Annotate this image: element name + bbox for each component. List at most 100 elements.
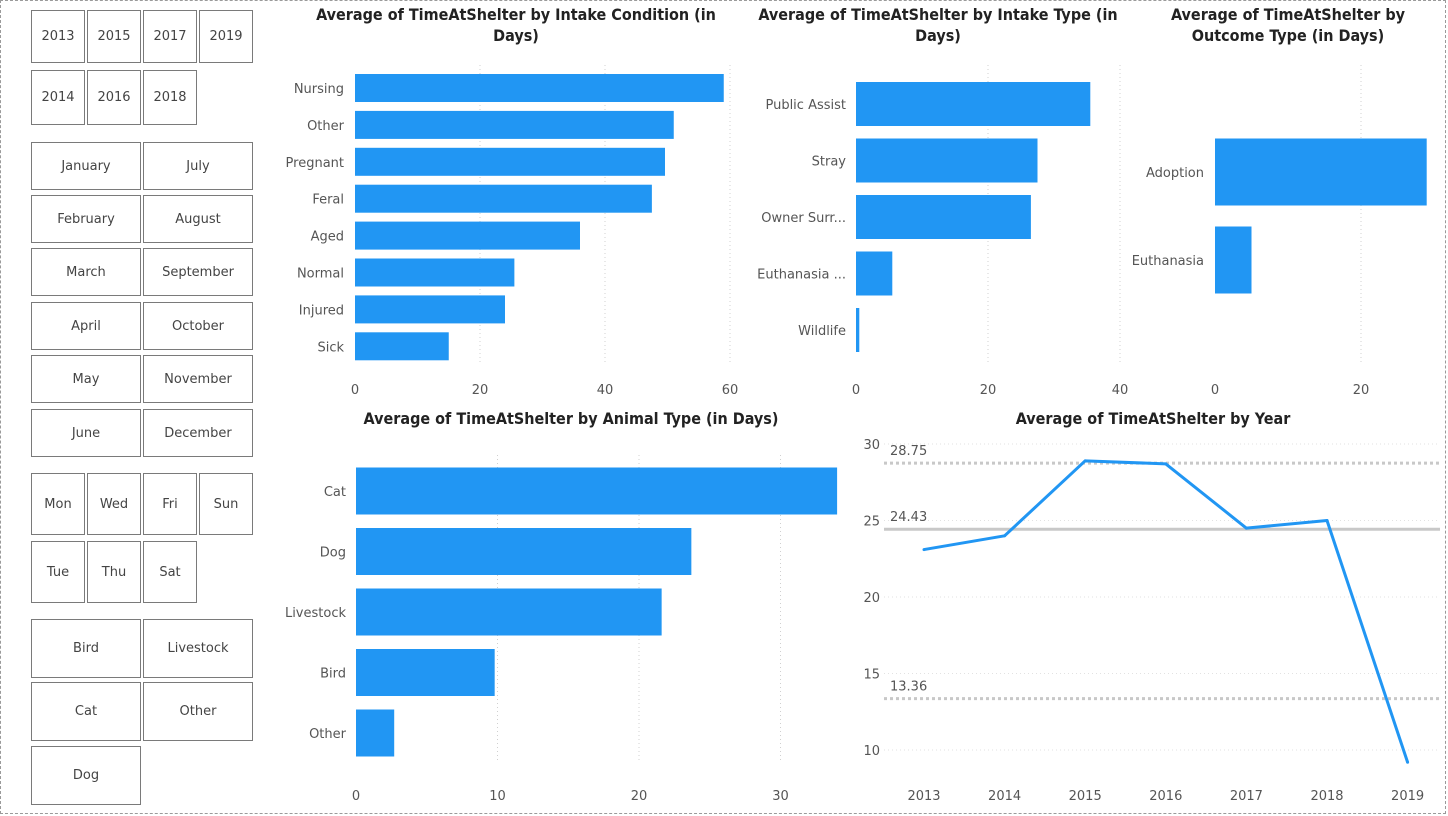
intake-condition-bar xyxy=(355,332,449,361)
intake-condition-category-label: Injured xyxy=(299,303,344,318)
intake-condition-category-label: Normal xyxy=(297,267,344,282)
outcome-type-x-tick-label: 20 xyxy=(1353,383,1370,398)
slicer-month-november[interactable]: November xyxy=(143,355,253,403)
intake-type-x-tick-label: 40 xyxy=(1112,383,1129,398)
slicer-animal-bird[interactable]: Bird xyxy=(31,619,141,678)
animal-type-category-label: Livestock xyxy=(285,606,347,621)
animal-type-category-label: Dog xyxy=(320,546,346,561)
by-year-x-tick-label: 2019 xyxy=(1391,789,1424,804)
slicer-day-tue[interactable]: Tue xyxy=(31,541,85,603)
slicer-day-fri[interactable]: Fri xyxy=(143,473,197,535)
animal-type-bar xyxy=(356,467,838,515)
intake-condition-category-label: Feral xyxy=(312,193,344,208)
intake-condition-category-label: Pregnant xyxy=(286,156,344,171)
intake-type-x-tick-label: 20 xyxy=(980,383,997,398)
by-year-series-line xyxy=(923,459,1410,763)
chart-title-intake-condition: Average of TimeAtShelter by Intake Condi… xyxy=(316,5,716,45)
intake-condition-x-tick-label: 20 xyxy=(472,383,489,398)
by-year-x-tick-label: 2014 xyxy=(988,789,1021,804)
slicer-day-wed[interactable]: Wed xyxy=(87,473,141,535)
intake-condition-bar xyxy=(355,295,505,324)
slicer-animal-other[interactable]: Other xyxy=(143,682,253,741)
slicer-year-2019[interactable]: 2019 xyxy=(199,10,253,63)
intake-condition-bar xyxy=(355,221,580,250)
by-year-reference-label: 28.75 xyxy=(890,444,927,459)
intake-type-bar xyxy=(856,195,1031,239)
by-year-point xyxy=(922,548,926,552)
animal-type-category-label: Bird xyxy=(320,667,346,682)
animal-type-category-label: Other xyxy=(309,727,347,742)
slicer-day-thu[interactable]: Thu xyxy=(87,541,141,603)
by-year-point xyxy=(1003,534,1007,538)
slicer-animal-livestock[interactable]: Livestock xyxy=(143,619,253,678)
slicer-month-april[interactable]: April xyxy=(31,302,141,350)
animal-type-x-tick-label: 20 xyxy=(631,789,648,804)
chart-title-by-year: Average of TimeAtShelter by Year xyxy=(1015,409,1291,428)
slicer-animal-cat[interactable]: Cat xyxy=(31,682,141,741)
animal-type-bar xyxy=(356,528,692,575)
slicer-year-2015[interactable]: 2015 xyxy=(87,10,141,63)
by-year-point xyxy=(1244,526,1248,530)
intake-type-bar xyxy=(856,138,1038,183)
intake-type-bar xyxy=(856,82,1091,126)
animal-type-x-tick-label: 10 xyxy=(489,789,506,804)
by-year-point xyxy=(1325,519,1329,522)
chart-title-intake-type: Average of TimeAtShelter by Intake Type … xyxy=(758,5,1118,45)
by-year-x-tick-label: 2017 xyxy=(1230,789,1263,804)
outcome-type-bar xyxy=(1215,226,1252,294)
by-year-y-tick-label: 20 xyxy=(863,591,880,606)
intake-type-bar xyxy=(856,308,860,352)
intake-condition-bar xyxy=(355,258,515,287)
slicer-month-august[interactable]: August xyxy=(143,195,253,243)
by-year-x-tick-label: 2018 xyxy=(1310,789,1343,804)
by-year-point xyxy=(1164,462,1168,466)
slicer-year-2016[interactable]: 2016 xyxy=(87,70,141,125)
chart-title-outcome-type: Average of TimeAtShelter by Outcome Type… xyxy=(1170,5,1406,45)
slicer-day-mon[interactable]: Mon xyxy=(31,473,85,535)
slicer-month-september[interactable]: September xyxy=(143,248,253,296)
outcome-type-category-label: Euthanasia xyxy=(1132,254,1204,269)
intake-condition-bar xyxy=(355,110,674,139)
chart-title-animal-type: Average of TimeAtShelter by Animal Type … xyxy=(363,409,779,428)
by-year-y-tick-label: 25 xyxy=(863,515,880,530)
intake-condition-bar xyxy=(355,184,652,213)
animal-type-bar xyxy=(356,709,395,757)
animal-type-bar xyxy=(356,588,662,636)
slicer-month-july[interactable]: July xyxy=(143,142,253,190)
intake-type-category-label: Stray xyxy=(812,155,847,170)
intake-type-x-tick-label: 0 xyxy=(852,383,860,398)
animal-type-category-label: Cat xyxy=(324,485,346,500)
intake-condition-bar xyxy=(355,74,724,102)
slicer-year-2018[interactable]: 2018 xyxy=(143,70,197,125)
intake-type-bar xyxy=(856,251,893,296)
slicer-year-2017[interactable]: 2017 xyxy=(143,10,197,63)
slicer-month-february[interactable]: February xyxy=(31,195,141,243)
slicer-year-2013[interactable]: 2013 xyxy=(31,10,85,63)
intake-condition-category-label: Nursing xyxy=(294,82,344,97)
by-year-x-tick-label: 2015 xyxy=(1069,789,1102,804)
intake-condition-category-label: Aged xyxy=(311,230,344,245)
slicer-month-october[interactable]: October xyxy=(143,302,253,350)
by-year-point xyxy=(1406,760,1410,764)
slicer-month-december[interactable]: December xyxy=(143,409,253,457)
slicer-day-sun[interactable]: Sun xyxy=(199,473,253,535)
outcome-type-bar xyxy=(1215,138,1427,206)
slicer-month-june[interactable]: June xyxy=(31,409,141,457)
slicer-month-march[interactable]: March xyxy=(31,248,141,296)
intake-type-category-label: Owner Surr... xyxy=(761,211,846,226)
slicer-year-2014[interactable]: 2014 xyxy=(31,70,85,125)
by-year-reference-label: 24.43 xyxy=(890,510,927,525)
animal-type-bar xyxy=(356,649,495,696)
by-year-y-tick-label: 10 xyxy=(863,744,880,759)
animal-type-x-tick-label: 0 xyxy=(352,789,360,804)
slicer-animal-dog[interactable]: Dog xyxy=(31,746,141,805)
slicer-month-january[interactable]: January xyxy=(31,142,141,190)
intake-condition-x-tick-label: 60 xyxy=(722,383,739,398)
by-year-y-tick-label: 30 xyxy=(863,438,880,453)
intake-condition-bar xyxy=(355,147,665,176)
slicer-month-may[interactable]: May xyxy=(31,355,141,403)
intake-condition-x-tick-label: 0 xyxy=(351,383,359,398)
slicer-day-sat[interactable]: Sat xyxy=(143,541,197,603)
by-year-x-tick-label: 2013 xyxy=(907,789,940,804)
